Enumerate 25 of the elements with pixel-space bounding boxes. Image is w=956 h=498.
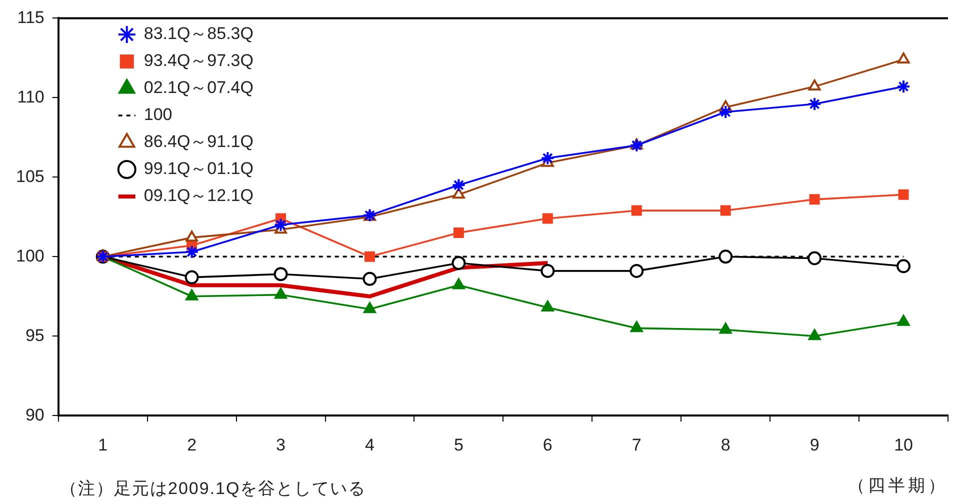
x-tick-label: 7 (632, 435, 642, 454)
x-axis-title: （四半期） (848, 475, 948, 497)
x-tick-label: 1 (98, 435, 108, 454)
text: （注）足元は2009.1Qを谷としている (60, 478, 366, 498)
y-tick-label: 115 (17, 8, 44, 27)
legend-label: 09.1Q～12.1Q (144, 186, 254, 206)
legend-label: 83.1Q～85.3Q (144, 24, 254, 44)
x-tick-label: 5 (454, 435, 464, 454)
y-tick-label: 110 (17, 87, 44, 106)
y-tick-label: 100 (16, 246, 44, 266)
y-tick-label: 90 (25, 405, 44, 424)
legend-label: 02.1Q～07.4Q (144, 78, 254, 98)
x-tick-label: 6 (542, 435, 552, 454)
legend-label: 93.4Q～97.3Q (144, 51, 254, 70)
legend-label: 100 (144, 105, 172, 124)
x-tick-label: 9 (810, 435, 820, 454)
x-tick-label: 2 (187, 435, 197, 454)
x-tick-label: 10 (894, 435, 913, 454)
x-tick-label: 4 (365, 435, 374, 454)
x-tick-label: 3 (276, 435, 286, 454)
y-tick-label: 105 (16, 166, 44, 186)
legend-label: 99.1Q～01.1Q (144, 159, 254, 178)
x-tick-label: 8 (720, 435, 730, 454)
legend-label: 86.4Q～91.1Q (144, 132, 254, 152)
y-tick-label: 95 (25, 326, 44, 345)
